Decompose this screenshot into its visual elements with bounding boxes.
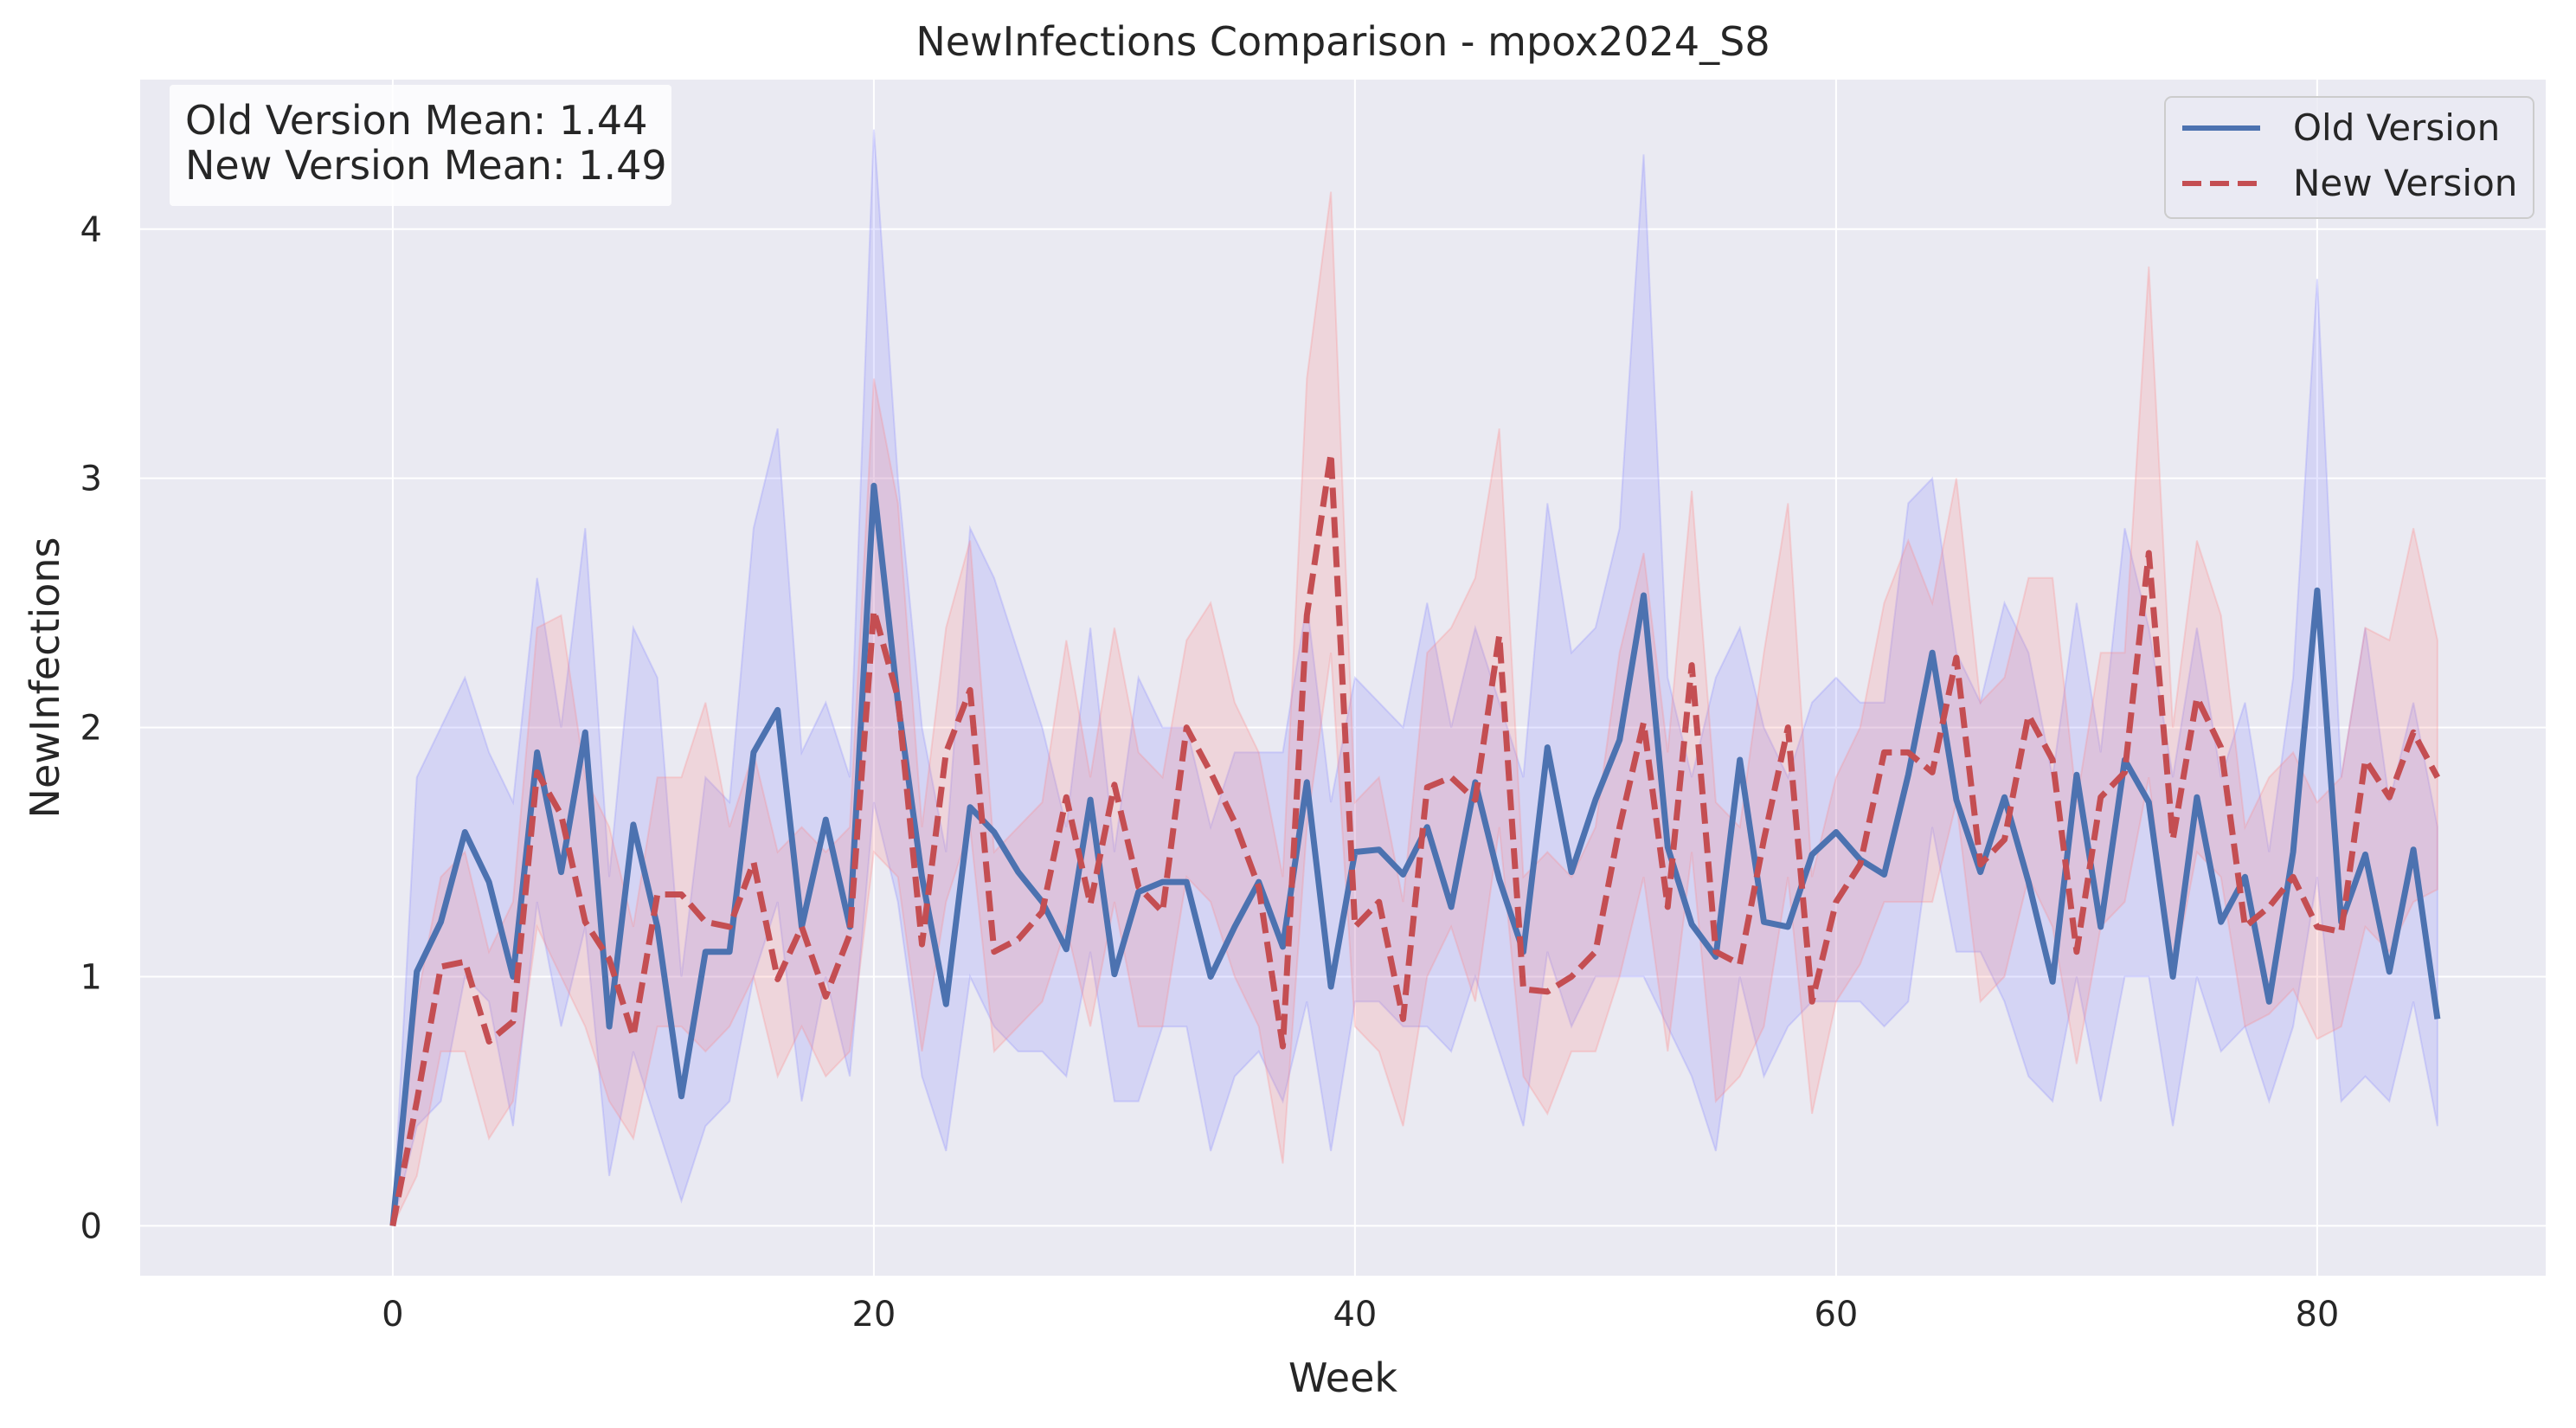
x-tick-label: 0	[382, 1295, 403, 1335]
band-new-version	[391, 191, 2438, 1226]
legend-label-new-version: New Version	[2293, 162, 2517, 204]
legend-label-old-version: Old Version	[2293, 106, 2500, 149]
y-tick-label: 3	[80, 460, 102, 499]
x-tick-label: 60	[1814, 1295, 1858, 1335]
tick-labels: 0 20 40 60 80 0 1 2 3 4	[80, 210, 2340, 1335]
confidence-bands	[391, 129, 2438, 1226]
x-tick-label: 40	[1333, 1295, 1377, 1335]
annotation-box	[170, 85, 671, 206]
y-tick-label: 1	[80, 958, 102, 998]
line-old-version	[389, 482, 2441, 1226]
y-tick-label: 4	[80, 210, 102, 250]
band-old-version	[391, 129, 2438, 1226]
old-version-mean: Old Version Mean: 1.44	[185, 97, 647, 144]
x-tick-label: 80	[2295, 1295, 2339, 1335]
series-lines	[389, 450, 2441, 1227]
new-version-mean: New Version Mean: 1.49	[185, 142, 667, 189]
x-tick-label: 20	[851, 1295, 896, 1335]
mean-annotation: Old Version Mean: 1.44 New Version Mean:…	[170, 85, 671, 206]
y-axis-label: NewInfections	[22, 537, 68, 819]
x-axis-label: Week	[1288, 1354, 1397, 1401]
y-tick-label: 2	[80, 709, 102, 749]
line-new-version	[389, 450, 2440, 1227]
y-tick-label: 0	[80, 1206, 102, 1246]
legend: Old Version New Version	[2164, 96, 2534, 219]
chart-title: NewInfections Comparison - mpox2024_S8	[915, 18, 1770, 65]
